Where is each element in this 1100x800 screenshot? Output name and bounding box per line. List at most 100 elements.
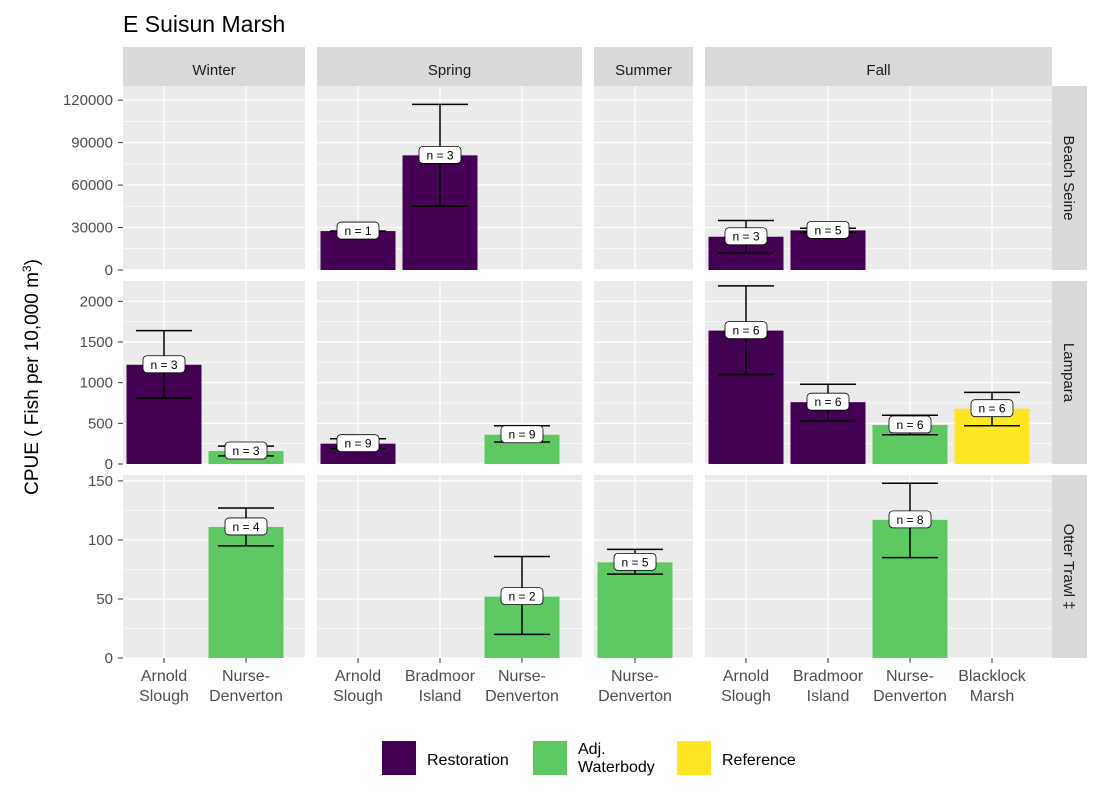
n-label: n = 3	[232, 444, 259, 458]
y-tick-label: 50	[96, 591, 113, 608]
method-strip-label: Otter Trawl ‡	[1060, 524, 1077, 610]
x-tick-label: Blacklock Marsh	[958, 668, 1027, 705]
panel-background	[594, 281, 693, 464]
n-label-box	[336, 434, 380, 453]
legend-label-line: Reference	[722, 752, 796, 769]
method-strip-label: Lampara	[1060, 343, 1077, 403]
y-tick-label: 0	[105, 262, 113, 279]
n-label-box	[806, 220, 850, 239]
bar-group-lampara-spring-arnold-slough: n = 9	[320, 434, 396, 464]
x-tick-label: Arnold Slough	[139, 668, 189, 705]
method-strip	[1052, 86, 1087, 270]
x-tick-label-line: Nurse-	[222, 668, 270, 685]
y-axis-label-close: )	[22, 259, 43, 265]
method-strip	[1052, 281, 1087, 464]
season-strip	[317, 47, 582, 86]
n-label: n = 1	[344, 224, 371, 238]
n-label-box	[724, 321, 768, 340]
y-tick-label: 30000	[71, 220, 113, 237]
legend-item-restoration: Restoration	[382, 741, 509, 775]
y-axis-label: CPUE ( Fish per 10,000 m3)	[20, 259, 43, 495]
x-tick-label: Arnold Slough	[333, 668, 383, 705]
season-strip-label: Summer	[615, 62, 672, 79]
n-label: n = 9	[344, 437, 371, 451]
n-label: n = 6	[814, 395, 841, 409]
chart-title: E Suisun Marsh	[123, 11, 285, 37]
x-tick-label: Arnold Slough	[721, 668, 771, 705]
n-label: n = 6	[978, 402, 1005, 416]
x-tick-label: Bradmoor Island	[405, 668, 476, 705]
y-axis-label-superscript: 3	[20, 265, 34, 272]
season-strip	[123, 47, 305, 86]
bar	[208, 526, 284, 658]
y-axis-label-main: CPUE ( Fish per 10,000 m	[22, 272, 43, 495]
n-label-box	[224, 441, 268, 460]
x-tick-label-line: Arnold	[141, 668, 187, 685]
n-label-box	[500, 425, 544, 444]
x-tick-label-line: Slough	[333, 688, 383, 705]
x-tick-label-line: Denverton	[873, 688, 947, 705]
n-label-box	[224, 517, 268, 536]
y-tick-label: 500	[88, 415, 113, 432]
x-tick-label-line: Denverton	[209, 688, 283, 705]
panel-beach-seine-winter	[123, 86, 305, 271]
x-tick-label-line: Arnold	[335, 668, 381, 685]
x-tick-label: Nurse- Denverton	[598, 668, 672, 705]
bar-group-lampara-fall-blacklock-marsh: n = 6	[954, 391, 1030, 464]
x-tick-label-line: Bradmoor	[793, 668, 864, 685]
facet-panels: 0 30000 60000 90000 120000 0 500 1000 1500 2000 0 5…	[63, 47, 1087, 705]
n-label-box	[418, 145, 462, 164]
season-strip	[705, 47, 1052, 86]
x-tick-label-line: Bradmoor	[405, 668, 476, 685]
n-label-box	[613, 552, 657, 571]
legend-label-line: Waterbody	[578, 759, 655, 776]
legend-label: Adj. Waterbody	[578, 741, 655, 776]
x-tick-label-line: Blacklock	[958, 668, 1027, 685]
n-label: n = 5	[621, 555, 648, 569]
n-label-box	[970, 399, 1014, 418]
legend-label: Reference	[722, 752, 796, 769]
n-label: n = 6	[896, 418, 923, 432]
n-label: n = 3	[150, 358, 177, 372]
bar-group-beach-seine-fall-arnold-slough: n = 3	[708, 219, 784, 270]
legend-label-line: Restoration	[427, 752, 509, 769]
n-label: n = 4	[232, 520, 259, 534]
x-tick-label: Nurse- Denverton	[209, 668, 283, 705]
n-label-box	[724, 227, 768, 246]
y-tick-label: 1500	[80, 334, 113, 351]
panel-lampara-summer	[594, 281, 693, 465]
season-strip-label: Spring	[428, 62, 471, 79]
panel-background	[123, 86, 305, 270]
x-tick-label: Nurse- Denverton	[873, 668, 947, 705]
n-label-box	[336, 221, 380, 240]
n-label: n = 9	[508, 428, 535, 442]
y-tick-label: 90000	[71, 135, 113, 152]
n-label-box	[888, 510, 932, 529]
bar-group-lampara-fall-arnold-slough: n = 6	[708, 285, 784, 464]
panel-beach-seine-summer	[594, 86, 693, 271]
x-tick-label-line: Nurse-	[498, 668, 546, 685]
n-label: n = 3	[426, 148, 453, 162]
y-tick-label: 100	[88, 532, 113, 549]
n-label: n = 2	[508, 590, 535, 604]
n-label-box	[500, 587, 544, 606]
y-tick-label: 0	[105, 456, 113, 473]
x-tick-label-line: Denverton	[598, 688, 672, 705]
x-tick-label-line: Marsh	[970, 688, 1014, 705]
bar-group-otter-trawl-winter-nurse-denverton: n = 4	[208, 507, 284, 658]
bar-group-beach-seine-spring-bradmoor-island: n = 3	[402, 103, 478, 270]
bar-group-otter-trawl-fall-nurse-denverton: n = 8	[872, 482, 948, 658]
bar-group-beach-seine-spring-arnold-slough: n = 1	[320, 221, 396, 270]
y-tick-label: 2000	[80, 293, 113, 310]
method-strip-label: Beach Seine	[1060, 135, 1077, 220]
n-label-box	[888, 415, 932, 434]
season-strip-label: Fall	[866, 62, 890, 79]
bar-group-otter-trawl-summer-nurse-denverton: n = 5	[597, 548, 673, 658]
bar-group-lampara-winter-arnold-slough: n = 3	[126, 329, 202, 464]
y-tick-label: 60000	[71, 177, 113, 194]
bar-group-beach-seine-fall-bradmoor-island: n = 5	[790, 220, 866, 270]
legend-swatch	[533, 741, 567, 775]
n-label-box	[142, 355, 186, 374]
y-tick-label: 1000	[80, 375, 113, 392]
x-tick-label-line: Slough	[721, 688, 771, 705]
